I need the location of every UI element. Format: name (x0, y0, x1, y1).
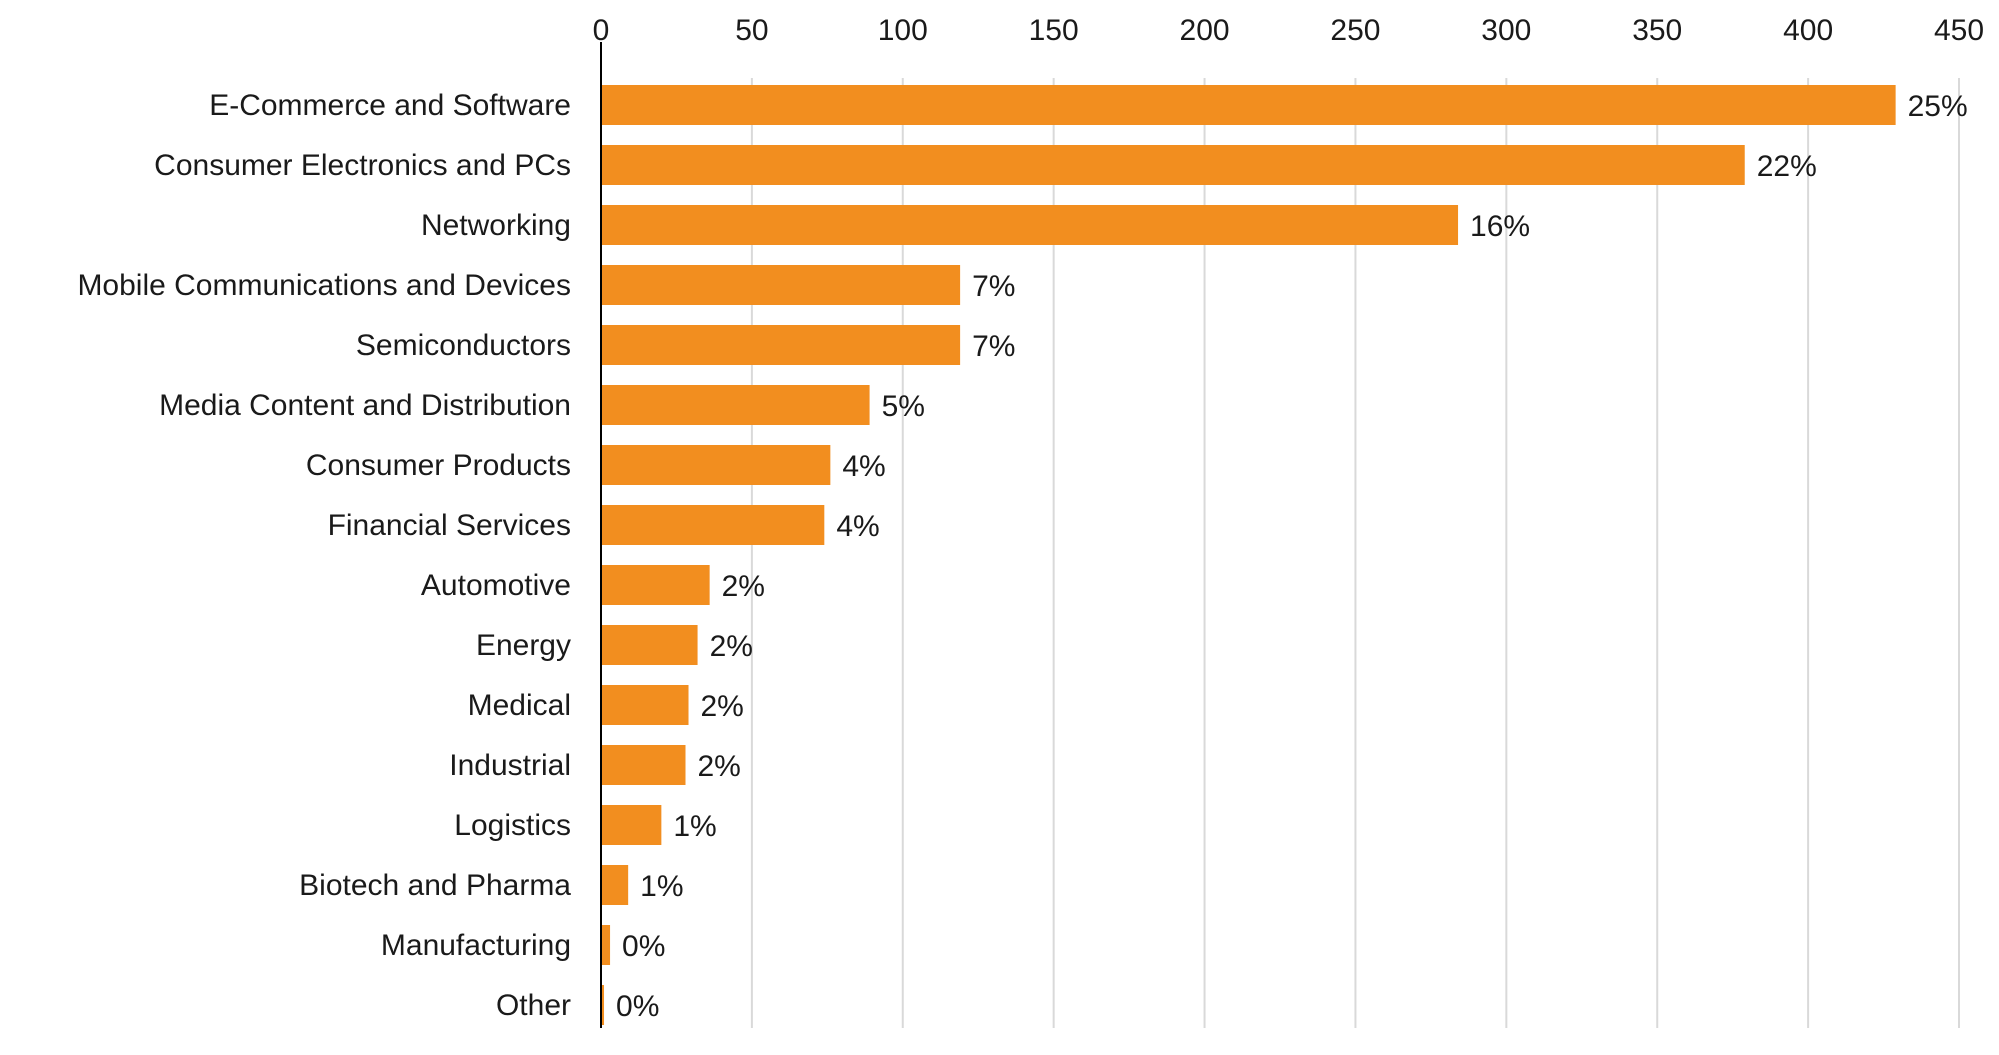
category-label: Industrial (449, 749, 571, 782)
data-label: 16% (1470, 210, 1530, 243)
data-label: 2% (701, 690, 744, 723)
bar (601, 625, 698, 665)
bar (601, 865, 628, 905)
category-label: E-Commerce and Software (209, 89, 571, 122)
category-label: Logistics (454, 809, 571, 842)
data-label: 0% (622, 930, 665, 963)
category-label: Semiconductors (356, 329, 571, 362)
category-label: Biotech and Pharma (299, 869, 571, 902)
category-label: Automotive (421, 569, 571, 602)
bar (601, 145, 1745, 185)
x-tick-label: 200 (1180, 14, 1230, 47)
bar (601, 205, 1458, 245)
x-tick-label: 0 (593, 14, 610, 47)
bar (601, 505, 824, 545)
bar (601, 385, 870, 425)
bar (601, 325, 960, 365)
chart-container: 0 50 100 150 200 250 300 350 400 450 E-Commerce an… (0, 0, 1999, 1050)
category-label: Financial Services (328, 509, 571, 542)
x-tick-label: 50 (735, 14, 768, 47)
bar (601, 925, 610, 965)
data-label: 1% (640, 870, 683, 903)
category-label: Energy (476, 629, 571, 662)
x-tick-label: 250 (1330, 14, 1380, 47)
data-label: 7% (972, 330, 1015, 363)
bar (601, 745, 685, 785)
category-label: Consumer Products (306, 449, 571, 482)
x-tick-label: 300 (1481, 14, 1531, 47)
data-label: 5% (882, 390, 925, 423)
category-label: Media Content and Distribution (159, 389, 571, 422)
category-label: Networking (421, 209, 571, 242)
x-tick-label: 400 (1783, 14, 1833, 47)
data-label: 0% (616, 990, 659, 1023)
bar (601, 445, 830, 485)
category-label: Medical (468, 689, 571, 722)
horizontal-bar-chart: 0 50 100 150 200 250 300 350 400 450 E-Commerce an… (0, 0, 1999, 1050)
bar (601, 85, 1896, 125)
x-tick-label: 350 (1632, 14, 1682, 47)
category-label: Mobile Communications and Devices (77, 269, 571, 302)
category-label: Manufacturing (381, 929, 571, 962)
data-label: 2% (722, 570, 765, 603)
data-label: 4% (836, 510, 879, 543)
bar (601, 805, 661, 845)
category-label: Other (496, 989, 571, 1022)
bar (601, 265, 960, 305)
data-label: 4% (842, 450, 885, 483)
data-label: 1% (673, 810, 716, 843)
x-tick-label: 450 (1934, 14, 1984, 47)
bar (601, 685, 689, 725)
data-label: 7% (972, 270, 1015, 303)
x-tick-label: 150 (1029, 14, 1079, 47)
x-tick-label: 100 (878, 14, 928, 47)
bar (601, 565, 710, 605)
data-label: 2% (697, 750, 740, 783)
data-label: 22% (1757, 150, 1817, 183)
category-label: Consumer Electronics and PCs (154, 149, 571, 182)
bars (601, 85, 1896, 1025)
data-label: 2% (710, 630, 753, 663)
data-label: 25% (1908, 90, 1968, 123)
